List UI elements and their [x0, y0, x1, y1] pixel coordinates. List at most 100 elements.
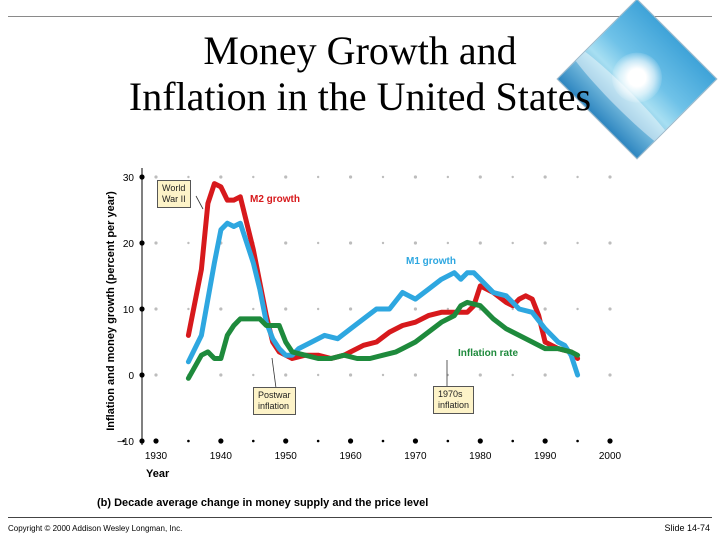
- x-axis-dot: [542, 438, 548, 444]
- grid-dot: [284, 373, 288, 377]
- grid-dot: [576, 241, 579, 245]
- grid-dot: [348, 241, 353, 245]
- grid-dot: [154, 175, 158, 179]
- grid-dot: [446, 175, 450, 179]
- y-tick-dot: [139, 306, 145, 312]
- x-axis-dot: [122, 439, 125, 443]
- grid-dot: [543, 241, 547, 245]
- grid-dot: [608, 175, 612, 179]
- x-axis-dot: [446, 439, 450, 443]
- grid-dot: [446, 307, 450, 311]
- x-axis-dot: [316, 439, 320, 443]
- x-axis-dot: [347, 438, 354, 444]
- grid-dot: [413, 307, 418, 311]
- x-axis-dot: [283, 438, 289, 444]
- inflation-rate-label: Inflation rate: [458, 348, 519, 359]
- x-axis-dot: [381, 439, 385, 443]
- grid-dot: [511, 241, 514, 245]
- slide-number: Slide 14-74: [664, 523, 710, 533]
- x-tick-label: 1940: [210, 451, 233, 462]
- grid-dot: [154, 307, 158, 311]
- grid-dot: [413, 373, 418, 377]
- x-axis-dot: [576, 439, 579, 443]
- chart-caption: (b) Decade average change in money suppl…: [97, 497, 429, 509]
- annotation-leader: [195, 195, 204, 210]
- m2-growth-label: M2 growth: [250, 194, 300, 205]
- annotation-line: inflation: [438, 400, 470, 410]
- grid-dot: [284, 175, 288, 179]
- annotation-leader: [271, 357, 277, 389]
- series-line-m2-growth: [185, 181, 581, 361]
- grid-dot: [219, 373, 223, 377]
- x-tick-label: 1950: [275, 451, 298, 462]
- annotation-line: Postwar: [258, 390, 291, 400]
- grid-dot: [413, 241, 418, 245]
- grid-dot: [348, 307, 353, 311]
- x-tick-label: 1970: [404, 451, 427, 462]
- grid-dot: [316, 373, 320, 377]
- series-line-inflation-rate: [185, 299, 581, 381]
- series-line-m1-growth: [185, 220, 581, 378]
- x-axis-dot: [218, 438, 224, 444]
- grid-dot: [381, 373, 385, 377]
- x-axis-dot: [477, 438, 483, 444]
- grid-dot: [511, 373, 514, 377]
- y-axis-title: Inflation and money growth (percent per …: [105, 191, 117, 431]
- x-tick-label: 2000: [599, 451, 622, 462]
- y-tick-label: 30: [123, 173, 135, 184]
- annotation-world-war-ii: World War II: [157, 180, 191, 208]
- grid-dot: [511, 175, 514, 179]
- y-tick-dot: [139, 240, 145, 246]
- grid-dot: [316, 307, 320, 311]
- grid-dot: [478, 373, 482, 377]
- grid-dot: [154, 241, 158, 245]
- annotation-line: inflation: [258, 401, 290, 411]
- y-tick-label: 0: [128, 371, 134, 382]
- grid-dot: [576, 175, 579, 179]
- annotation-postwar-inflation: Postwar inflation: [253, 387, 296, 415]
- x-tick-label: 1990: [534, 451, 557, 462]
- x-tick-label: 1980: [469, 451, 492, 462]
- grid-dot: [252, 175, 255, 179]
- title-line-2: Inflation in the United States: [128, 74, 592, 119]
- x-axis-dot: [511, 439, 515, 443]
- grid-dot: [187, 175, 190, 179]
- y-tick-label: −10: [117, 437, 134, 448]
- grid-dot: [576, 307, 579, 311]
- grid-dot: [478, 241, 482, 245]
- grid-dot: [219, 175, 223, 179]
- slide-title: Money Growth and Inflation in the United…: [60, 28, 660, 120]
- y-tick-label: 10: [123, 305, 135, 316]
- x-axis-dot: [412, 438, 419, 444]
- grid-dot: [316, 241, 320, 245]
- grid-dot: [543, 373, 547, 377]
- x-axis-title: Year: [146, 468, 170, 480]
- grid-dot: [252, 307, 255, 311]
- grid-dot: [187, 307, 190, 311]
- grid-dot: [478, 175, 482, 179]
- x-tick-label: 1930: [145, 451, 168, 462]
- grid-dot: [284, 241, 288, 245]
- grid-dot: [381, 241, 385, 245]
- top-rule: [8, 16, 712, 17]
- y-tick-label: 20: [123, 239, 135, 250]
- x-axis-dot: [607, 438, 613, 444]
- grid-dot: [154, 373, 158, 377]
- copyright-text: Copyright © 2000 Addison Wesley Longman,…: [8, 524, 183, 533]
- x-axis-dot: [153, 438, 159, 444]
- grid-dot: [284, 307, 288, 311]
- y-tick-dot: [139, 438, 145, 444]
- footer-rule: [8, 517, 712, 518]
- grid-dot: [316, 175, 320, 179]
- x-tick-label: 1960: [339, 451, 362, 462]
- x-axis-dot: [251, 439, 255, 443]
- grid-dot: [348, 175, 353, 179]
- title-line-1: Money Growth and: [203, 28, 517, 73]
- grid-dot: [543, 307, 547, 311]
- grid-dot: [413, 175, 418, 179]
- annotation-line: World: [162, 183, 186, 193]
- grid-dot: [219, 307, 223, 311]
- x-axis-dot: [187, 439, 190, 443]
- grid-dot: [252, 373, 255, 377]
